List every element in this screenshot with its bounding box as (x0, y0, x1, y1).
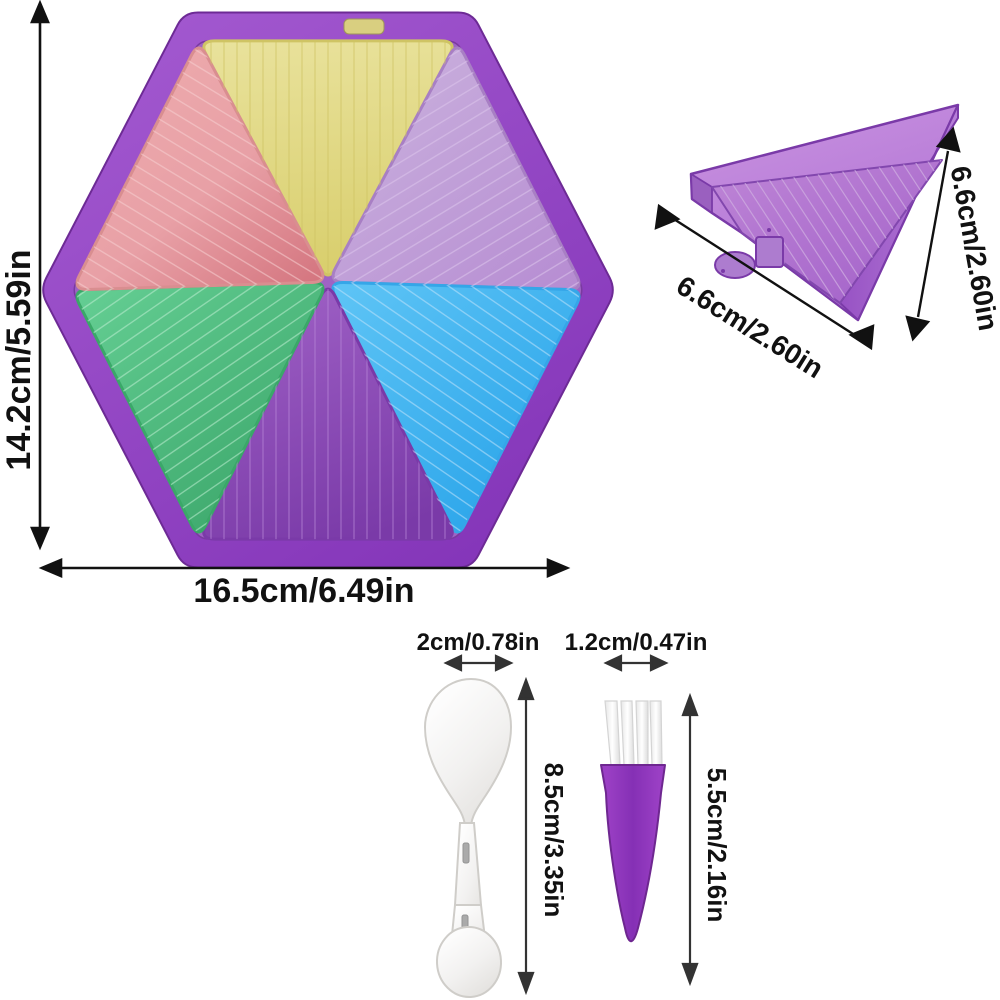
svg-text:8.5cm/3.35in: 8.5cm/3.35in (539, 763, 569, 918)
svg-text:1.2cm/0.47in: 1.2cm/0.47in (565, 629, 708, 656)
svg-text:14.2cm/5.59in: 14.2cm/5.59in (0, 249, 38, 470)
svg-text:16.5cm/6.49in: 16.5cm/6.49in (193, 572, 414, 610)
svg-text:2cm/0.78in: 2cm/0.78in (417, 629, 540, 656)
svg-text:6.6cm/2.60in: 6.6cm/2.60in (671, 270, 829, 385)
svg-text:6.6cm/2.60in: 6.6cm/2.60in (945, 164, 1000, 333)
svg-text:5.5cm/2.16in: 5.5cm/2.16in (702, 768, 732, 923)
